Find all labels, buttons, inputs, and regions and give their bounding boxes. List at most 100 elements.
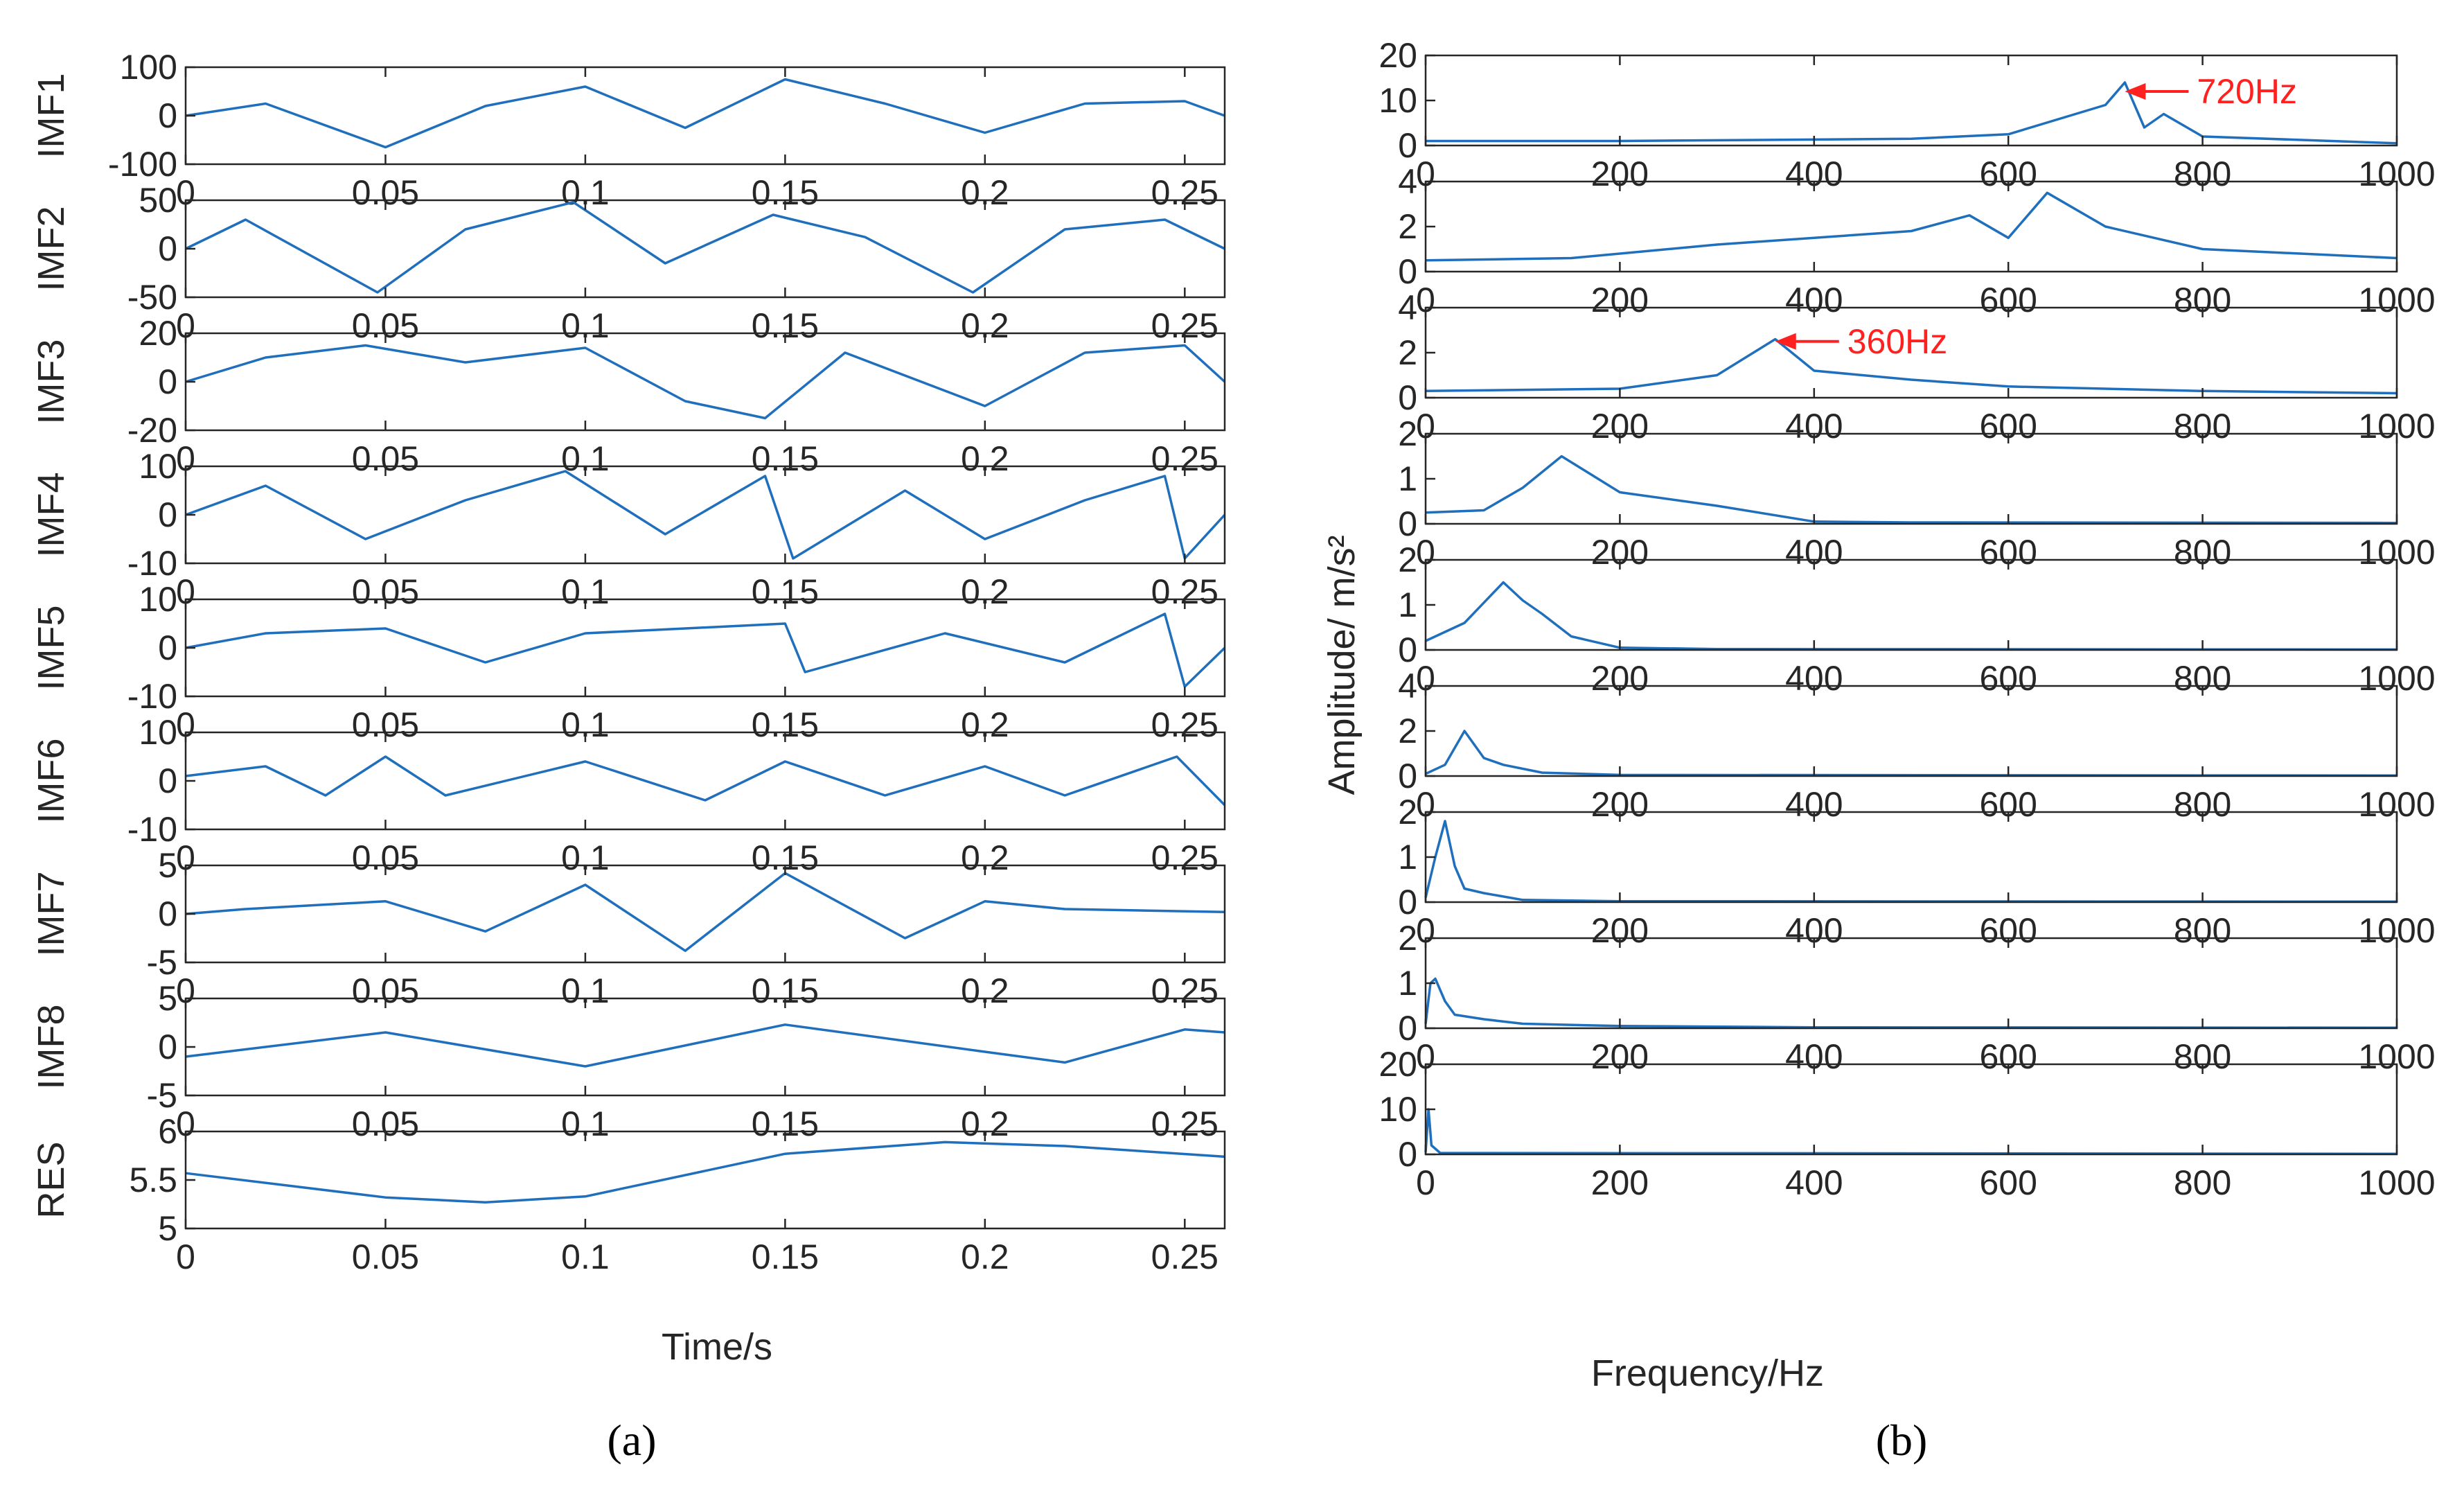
x-tick-label: 0.15 — [752, 1237, 819, 1276]
y-tick-label: 0 — [158, 628, 177, 667]
x-tick-label: 1000 — [2358, 1163, 2435, 1202]
y-tick-label: -100 — [108, 145, 177, 184]
panel-b-subplot-3-series-line — [1425, 337, 2397, 395]
panel-a-xlabel: Time/s — [662, 1326, 772, 1368]
y-tick-label: 0 — [158, 362, 177, 401]
y-tick-label: 0 — [158, 895, 177, 933]
y-tick-label: 10 — [139, 713, 177, 752]
panel-b-subplot-4-series-line — [1425, 455, 2397, 525]
y-tick-label: 5 — [158, 1209, 177, 1248]
x-tick-label: 600 — [1979, 1163, 2037, 1202]
y-tick-label: 6 — [158, 1112, 177, 1151]
panel-b-subplot-5-series-line — [1425, 581, 2397, 651]
panel-b-subplot-6-series-line — [1425, 730, 2397, 777]
y-tick-label: 2 — [1398, 919, 1417, 958]
y-tick-label: 4 — [1398, 288, 1417, 327]
y-tick-label: 50 — [139, 181, 177, 220]
y-tick-label: 0 — [1398, 504, 1417, 543]
panel-a-subplot-7-series-line — [185, 872, 1225, 952]
subplot-ylabel-res: RES — [30, 1141, 72, 1218]
panel-b-subplot-9-axes-frame — [1424, 1063, 2398, 1156]
y-tick-label: 20 — [1379, 36, 1417, 75]
y-tick-label: 0 — [158, 96, 177, 135]
y-tick-label: -20 — [127, 411, 177, 450]
panel-a-subplot-1-series-line — [185, 78, 1225, 149]
panel-b-subplot-2-series-line — [1425, 191, 2397, 262]
y-tick-label: 0 — [158, 229, 177, 268]
panel-a-subplot-5-series-line — [185, 613, 1226, 688]
y-tick-label: 0 — [1398, 883, 1417, 922]
y-tick-label: 2 — [1398, 540, 1417, 579]
y-tick-label: 5 — [158, 846, 177, 885]
panel-a-subplot-2-series-line — [185, 201, 1225, 294]
x-tick-label: 0.05 — [352, 1237, 419, 1276]
y-tick-label: 1 — [1398, 838, 1417, 876]
panel-b-xlabel: Frequency/Hz — [1591, 1353, 1824, 1394]
y-tick-label: 20 — [139, 314, 177, 353]
subplot-ylabel-imf8: IMF8 — [30, 1004, 72, 1089]
panel-b-ylabel: Amplitude/ m/s² — [1321, 535, 1363, 795]
y-tick-label: -5 — [147, 1076, 177, 1115]
y-tick-label: -10 — [127, 810, 177, 849]
y-tick-label: 20 — [1379, 1045, 1417, 1084]
panel-b-subplot-1-series-line — [1426, 81, 2397, 145]
x-tick-label: 200 — [1591, 1163, 1649, 1202]
y-tick-label: 2 — [1398, 793, 1417, 831]
x-tick-label: 0.1 — [561, 1237, 610, 1276]
y-tick-label: 10 — [139, 580, 177, 619]
panel-a-subplot-7-axes-frame — [184, 864, 1226, 964]
panel-b-subplot-4-axes-frame — [1424, 432, 2398, 525]
y-tick-label: 4 — [1398, 667, 1417, 705]
y-tick-label: 0 — [1398, 631, 1417, 669]
y-tick-label: -5 — [147, 943, 177, 982]
panel-b-subplot-7-series-line — [1424, 820, 2397, 904]
y-tick-label: -10 — [127, 544, 177, 583]
y-tick-label: 4 — [1398, 162, 1417, 201]
y-tick-label: 5.5 — [129, 1161, 177, 1199]
y-tick-label: 1 — [1398, 459, 1417, 498]
x-tick-label: 0 — [176, 1237, 195, 1276]
y-tick-label: 2 — [1398, 712, 1417, 750]
panel-a-subplot-4-series-line — [185, 470, 1226, 560]
panel-b-subplot-8-axes-frame — [1424, 937, 2398, 1030]
panel-b-subplot-9-series-line — [1424, 1108, 2397, 1156]
y-tick-label: 0 — [1398, 1135, 1417, 1174]
panel-a-subplot-6-axes-frame — [184, 731, 1226, 831]
y-tick-label: 10 — [1379, 81, 1417, 120]
subplot-ylabel-imf5: IMF5 — [30, 605, 72, 690]
y-tick-label: 0 — [1398, 757, 1417, 795]
panel-a-subplot-2-axes-frame — [184, 199, 1226, 299]
panel-a-subplot-6-series-line — [185, 755, 1226, 807]
y-tick-label: 0 — [1398, 252, 1417, 291]
x-tick-label: 0.25 — [1151, 1237, 1218, 1276]
panel-b-subplot-7-axes-frame — [1424, 811, 2398, 904]
subplot-ylabel-imf2: IMF2 — [30, 206, 72, 291]
y-tick-label: 0 — [158, 1028, 177, 1066]
y-tick-label: 2 — [1398, 333, 1417, 372]
y-tick-label: 1 — [1398, 585, 1417, 624]
subplot-ylabel-imf1: IMF1 — [30, 73, 72, 158]
y-tick-label: 0 — [158, 761, 177, 800]
panel-a-subplot-3-series-line — [185, 344, 1226, 420]
annotation-arrow-head — [1775, 333, 1796, 350]
x-tick-label: 400 — [1785, 1163, 1843, 1202]
y-tick-label: 0 — [158, 495, 177, 534]
x-tick-label: 0 — [1416, 1163, 1435, 1202]
y-tick-label: 2 — [1398, 207, 1417, 246]
x-tick-label: 800 — [2174, 1163, 2231, 1202]
panel-b-subplot-6-axes-frame — [1424, 685, 2398, 777]
x-tick-label: 0.2 — [961, 1237, 1009, 1276]
subplot-ylabel-imf7: IMF7 — [30, 871, 72, 956]
